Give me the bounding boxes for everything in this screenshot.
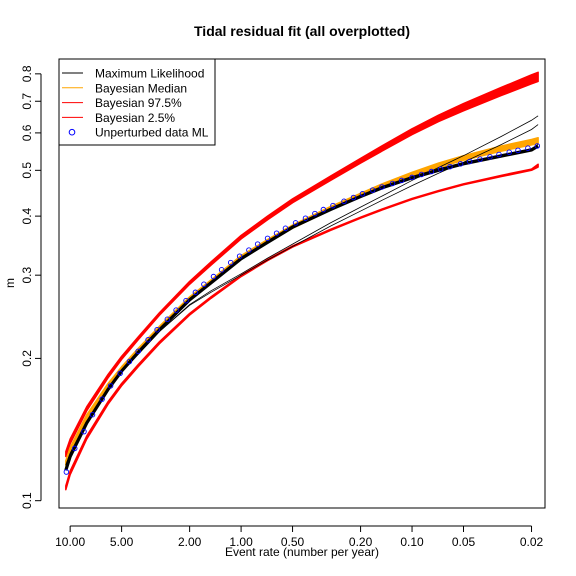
unperturbed-data-ml-point [71,445,78,452]
series-layer [63,71,541,491]
unperturbed-data-ml-point [496,151,502,158]
unperturbed-data-ml-point [350,194,357,201]
unperturbed-data-ml-point [506,149,512,156]
x-tick-label: 0.02 [520,535,544,549]
unperturbed-data-ml-point [534,143,541,149]
legend-label: Maximum Likelihood [95,67,204,81]
unperturbed-data-ml-point [525,145,531,151]
unperturbed-data-ml-point [254,241,261,247]
unperturbed-data-ml-point [145,337,151,343]
bayesian-median-band [65,136,539,467]
plot-area [58,58,546,509]
unperturbed-data-ml-point [487,154,493,160]
plot-frame [58,58,546,509]
y-tick-label: 0.4 [20,207,34,224]
y-axis: 0.1 0.2 0.3 0.4 0.5 0.6 0.7 0.8 [20,65,42,509]
unperturbed-data-ml-point [389,180,396,187]
unperturbed-data-ml-point [164,316,171,323]
legend-label: Unperturbed data ML [95,126,209,140]
unperturbed-data-ml-point [227,259,234,266]
unperturbed-data-ml-point [292,220,299,226]
unperturbed-data-ml-point [330,202,336,209]
unperturbed-data-ml-point [218,267,225,273]
unperturbed-data-ml-point [457,161,464,167]
unperturbed-data-ml-point [409,174,415,181]
unperturbed-data-ml-point [369,187,376,193]
unperturbed-data-ml-point [320,206,327,213]
maximum-likelihood-line [64,144,539,471]
legend-label: Bayesian 97.5% [95,96,182,110]
unperturbed-data-ml-point [99,396,105,402]
maximum-likelihood-alternate-fits-line [65,115,539,466]
x-tick-label: 5.00 [110,535,134,549]
unperturbed-data-ml-point [273,230,280,236]
unperturbed-data-ml-point [312,210,318,217]
x-tick-label: 1.00 [229,535,253,549]
unperturbed-data-ml-point [192,289,199,296]
y-tick-label: 0.1 [20,492,34,509]
x-tick-label: 0.50 [281,535,305,549]
x-axis: 10.00 5.00 2.00 1.00 0.50 0.20 0.10 0.05 0.02 [55,525,544,549]
unperturbed-data-ml-point [81,428,87,435]
legend-label: Bayesian Median [95,81,187,95]
unperturbed-data-ml-point [359,191,366,197]
maximum-likelihood-alternate-fits-line [65,124,539,466]
y-tick-label: 0.8 [20,65,34,82]
unperturbed-data-ml-point [341,198,347,205]
unperturbed-data-ml-point [183,297,189,304]
unperturbed-data-ml-point [201,281,207,288]
y-tick-label: 0.2 [20,350,34,367]
y-axis-label: m [3,278,17,288]
unperturbed-data-ml-point [302,215,309,221]
y-tick-label: 0.3 [20,267,34,284]
unperturbed-data-ml-point [437,166,444,172]
unperturbed-data-ml-point [117,370,123,377]
unperturbed-data-ml-point [379,184,385,190]
x-tick-label: 10.00 [55,535,85,549]
unperturbed-data-ml-point [154,326,160,333]
unperturbed-data-ml-point [210,273,217,280]
x-axis-label: Event rate (number per year) [225,545,379,559]
unperturbed-data-ml-point [428,168,435,175]
unperturbed-data-ml-point [236,253,243,259]
unperturbed-data-ml-point [135,348,141,355]
unperturbed-data-ml-point [126,358,133,365]
x-tick-label: 0.10 [400,535,424,549]
bayesian-2-5-band [65,163,539,491]
legend-label: Bayesian 2.5% [95,111,175,125]
unperturbed-data-ml-point [282,225,289,232]
unperturbed-data-ml-point [264,235,271,242]
unperturbed-data-ml-point [398,177,405,184]
unperturbed-data-ml-point [173,307,179,313]
y-tick-label: 0.5 [20,162,34,179]
chart-title: Tidal residual fit (all overplotted) [194,23,410,39]
legend-marker [68,128,76,136]
unperturbed-data-ml-point [63,469,70,475]
unperturbed-data-ml-point [418,171,425,178]
y-tick-label: 0.6 [20,124,34,141]
x-tick-label: 0.05 [452,535,476,549]
unperturbed-data-ml-point [466,158,473,165]
bayesian-97-5-band [65,71,539,458]
x-tick-label: 2.00 [178,535,202,549]
unperturbed-data-ml-point [515,147,521,154]
series-group [63,71,541,491]
unperturbed-data-ml-point [477,156,483,162]
legend-box [58,58,216,146]
y-tick-label: 0.7 [20,93,34,110]
unperturbed-data-ml-point [107,383,114,389]
unperturbed-data-ml-point [246,247,252,253]
unperturbed-data-ml-point [89,411,96,418]
unperturbed-data-ml-point [447,163,453,170]
x-tick-label: 0.20 [349,535,373,549]
